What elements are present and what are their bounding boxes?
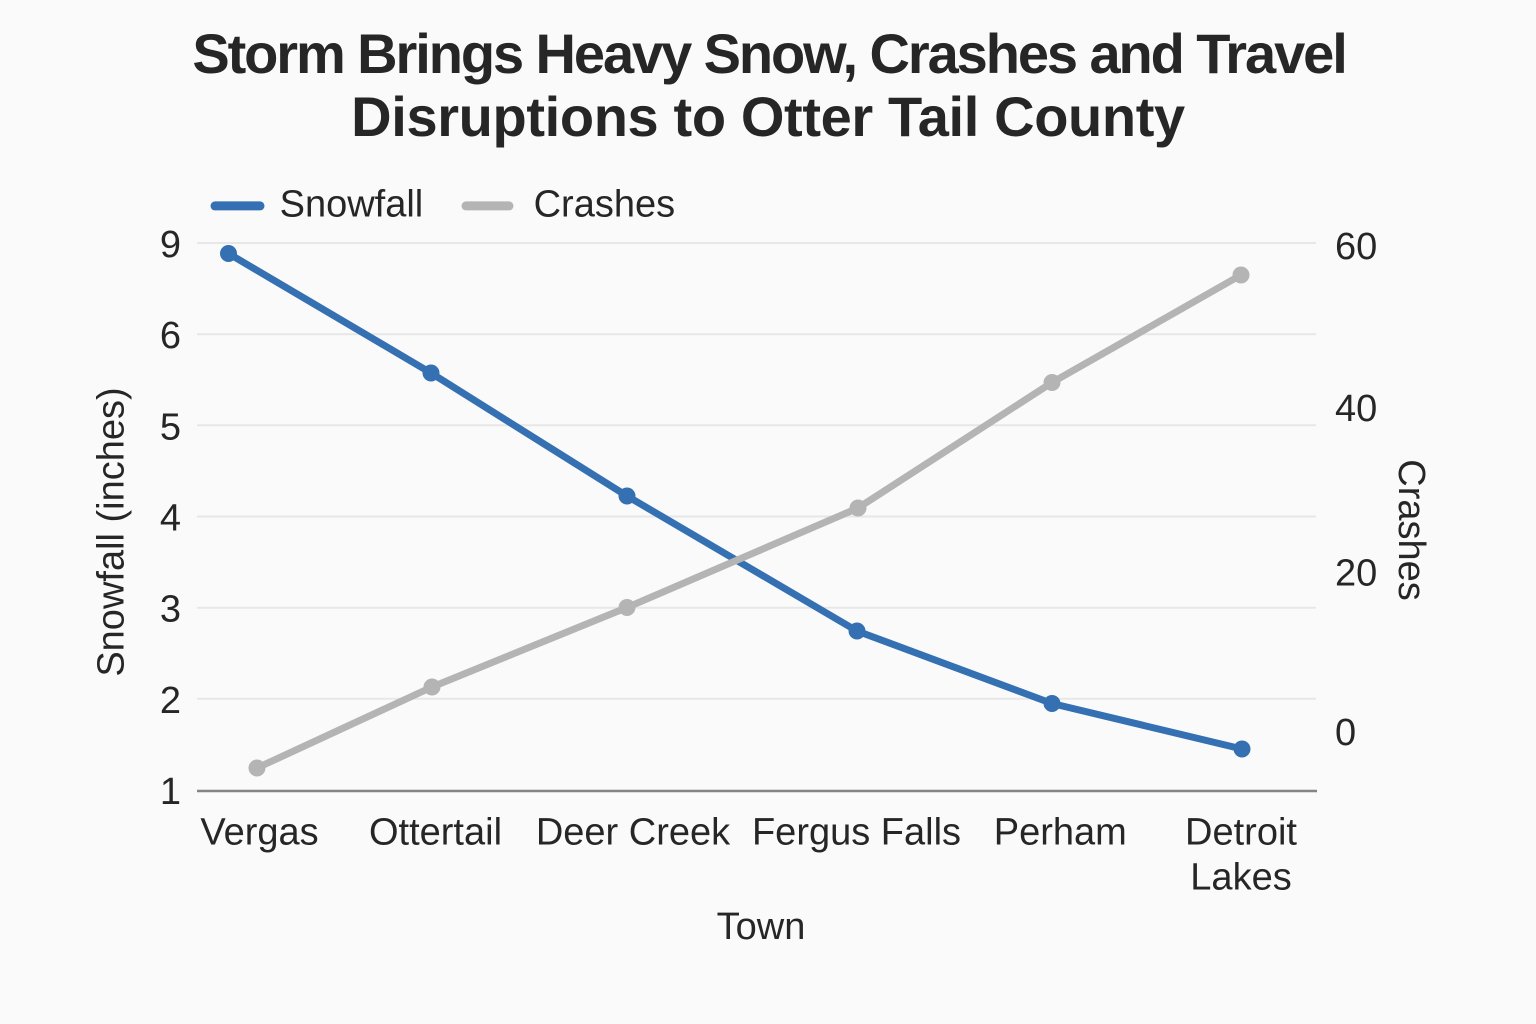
svg-text:Deer Creek: Deer Creek	[536, 811, 731, 853]
svg-text:0: 0	[1335, 712, 1356, 754]
svg-text:Lakes: Lakes	[1190, 857, 1291, 899]
svg-text:20: 20	[1335, 553, 1377, 595]
svg-text:40: 40	[1335, 388, 1377, 430]
svg-text:9: 9	[160, 224, 181, 266]
svg-text:Crashes: Crashes	[534, 184, 676, 226]
svg-text:Town: Town	[717, 906, 806, 948]
svg-text:Snowfall (inches): Snowfall (inches)	[90, 387, 132, 676]
svg-text:Detroit: Detroit	[1185, 811, 1297, 853]
svg-text:Perham: Perham	[994, 811, 1127, 853]
svg-text:Fergus Falls: Fergus Falls	[752, 811, 961, 853]
svg-text:Snowfall: Snowfall	[280, 184, 424, 226]
svg-text:3: 3	[160, 589, 181, 631]
svg-text:Storm Brings Heavy Snow, Crash: Storm Brings Heavy Snow, Crashes and Tra…	[192, 22, 1345, 85]
svg-text:Vergas: Vergas	[200, 811, 318, 853]
svg-text:Disruptions to Otter Tail Coun: Disruptions to Otter Tail County	[351, 85, 1185, 148]
svg-text:5: 5	[160, 406, 181, 448]
svg-text:6: 6	[160, 315, 181, 357]
svg-text:2: 2	[160, 680, 181, 722]
svg-text:4: 4	[160, 498, 181, 540]
svg-text:Crashes: Crashes	[1390, 459, 1432, 601]
svg-text:1: 1	[160, 771, 181, 813]
svg-text:60: 60	[1335, 226, 1377, 268]
svg-text:Ottertail: Ottertail	[369, 811, 502, 853]
